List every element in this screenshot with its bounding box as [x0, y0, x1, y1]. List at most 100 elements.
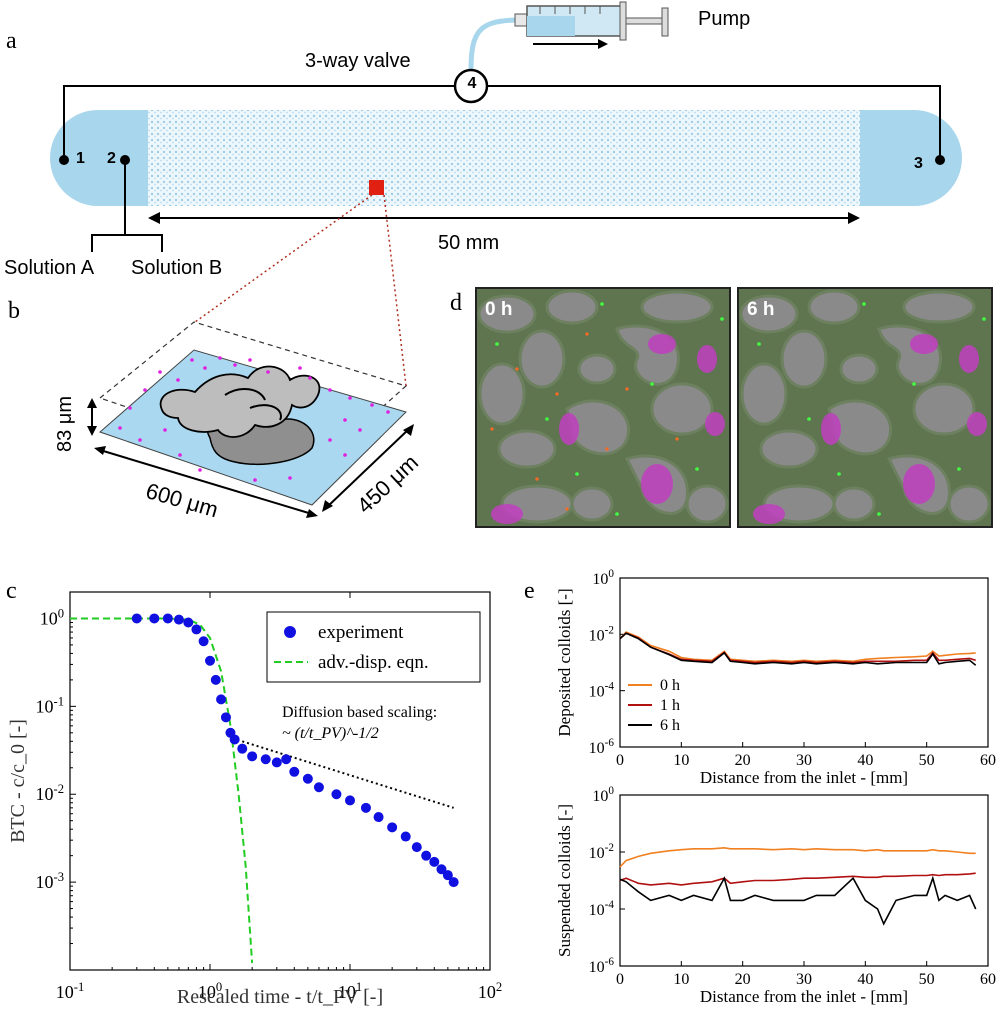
colloid-y-tick-label: 100	[592, 568, 614, 588]
colloid-legend-label: 0 h	[660, 677, 680, 694]
panel-e-letter: e	[524, 578, 535, 604]
diffusion-scaling-line	[241, 740, 454, 809]
legend-adv-disp-label: adv.-disp. eqn.	[318, 652, 429, 673]
experiment-point	[271, 757, 282, 768]
micrograph-0h-scene	[477, 289, 729, 524]
colloid-x-axis-label: Distance from the inlet - [mm]	[700, 987, 908, 1006]
btc-x-axis-label: Rescaled time - t/t_PV [-]	[177, 986, 383, 1008]
panel-a-schematic	[50, 1, 962, 252]
colloid-x-tick-label: 0	[616, 752, 624, 769]
experiment-point	[229, 734, 240, 745]
colloid-x-tick-label: 40	[857, 752, 873, 769]
colloid-y-tick-label: 10-2	[589, 624, 614, 644]
colloid-chart-0: 0 10 20 30 40 50 60 100 10-2 10-4 10-6 Distance fro…	[555, 568, 996, 787]
experiment-point	[191, 624, 202, 635]
experiment-point	[448, 877, 459, 888]
legend-experiment-marker	[284, 626, 296, 638]
experiment-point	[360, 802, 371, 813]
panel-b-schematic	[87, 194, 414, 518]
port-1-label: 1	[76, 150, 85, 167]
experiment-point	[289, 766, 300, 777]
experiment-point	[210, 674, 221, 685]
colloid-y-tick-label: 100	[592, 785, 614, 805]
series-0h-line	[619, 631, 976, 663]
colloid-x-tick-label: 20	[735, 971, 751, 988]
btc-plot-frame	[69, 591, 491, 971]
valve-label: 3-way valve	[305, 50, 411, 72]
solution-b-label: Solution B	[131, 257, 223, 279]
experiment-point	[220, 712, 231, 723]
pump-tube	[468, 17, 521, 71]
panel-a-letter: a	[6, 28, 17, 54]
series-0h-line	[619, 846, 976, 868]
tubing-left	[63, 85, 455, 160]
colloid-x-tick-label: 10	[673, 752, 689, 769]
port-3-dot	[935, 155, 945, 165]
scaling-annotation-line1: Diffusion based scaling:	[282, 704, 437, 721]
experiment-point	[373, 812, 384, 823]
colloid-x-tick-label: 30	[796, 971, 812, 988]
experiment-point	[247, 751, 258, 762]
series-1h-line	[619, 632, 976, 664]
port-2-label: 2	[107, 150, 116, 167]
pump-label: Pump	[698, 8, 751, 30]
experiment-point	[237, 743, 248, 754]
micrograph-6h: 6 h	[737, 287, 993, 528]
port-2-dot	[120, 155, 130, 165]
port-3-label: 3	[914, 155, 923, 172]
colloid-x-tick-label: 20	[735, 752, 751, 769]
experiment-point	[260, 754, 271, 765]
micrograph-0h-label: 0 h	[485, 299, 513, 320]
porous-medium	[148, 110, 860, 206]
colloid-x-axis-label: Distance from the inlet - [mm]	[700, 768, 908, 787]
experiment-point	[162, 613, 173, 624]
colloid-y-tick-label: 10-2	[589, 842, 614, 862]
experiment-point	[281, 754, 292, 765]
series-6h-line	[619, 875, 977, 926]
valve-circle	[453, 68, 489, 104]
experiment-point	[183, 617, 194, 628]
experiment-point	[173, 614, 184, 625]
experiment-point	[411, 842, 422, 853]
panel-d-letter: d	[450, 290, 462, 316]
scaling-annotation-line2: ~ (t/t_PV)^-1/2	[282, 725, 379, 742]
experiment-point	[429, 856, 440, 867]
micrograph-6h-label: 6 h	[747, 299, 775, 320]
experiment-point	[205, 655, 215, 666]
colloid-x-tick-label: 10	[673, 971, 689, 988]
solution-split	[91, 234, 163, 252]
colloid-y-tick-label: 10-4	[589, 681, 615, 701]
colloid-legend-label: 6 h	[660, 717, 680, 734]
solution-a-label: Solution A	[4, 257, 95, 279]
experiment-point	[442, 870, 453, 881]
tubing-right	[487, 85, 941, 160]
colloid-y-tick-label: 10-4	[589, 899, 615, 919]
micrograph-0h: 0 h	[475, 287, 731, 528]
experiment-point	[436, 864, 447, 875]
btc-legend-box	[266, 611, 481, 683]
syringe-icon	[514, 1, 669, 41]
colloid-x-tick-label: 30	[796, 752, 812, 769]
panel-c-letter: c	[6, 578, 17, 604]
experiment-point	[421, 850, 432, 861]
colloid-chart-1: 0 10 20 30 40 50 60 100 10-2 10-4 10-6 Distance fro…	[555, 785, 996, 1006]
experiment-point	[313, 782, 324, 793]
colloid-x-tick-label: 0	[616, 971, 624, 988]
valve-number: 4	[467, 75, 477, 92]
experiment-point	[302, 773, 313, 784]
micrograph-6h-scene	[739, 289, 991, 524]
series-1h-line	[619, 872, 976, 886]
panel-b-letter: b	[8, 298, 20, 324]
length-label: 50 mm	[438, 232, 500, 254]
zoom-marker	[369, 180, 384, 195]
experiment-point	[149, 613, 160, 624]
depth-arrow	[325, 427, 411, 509]
colloid-y-tick-label: 10-6	[589, 956, 615, 976]
particles	[118, 356, 390, 482]
btc-legend: experiment adv.-disp. eqn.	[266, 611, 481, 683]
experiment-point	[400, 831, 411, 842]
colloid-x-tick-label: 50	[919, 971, 935, 988]
experiment-point	[198, 636, 209, 647]
adv-disp-curve	[70, 617, 254, 964]
